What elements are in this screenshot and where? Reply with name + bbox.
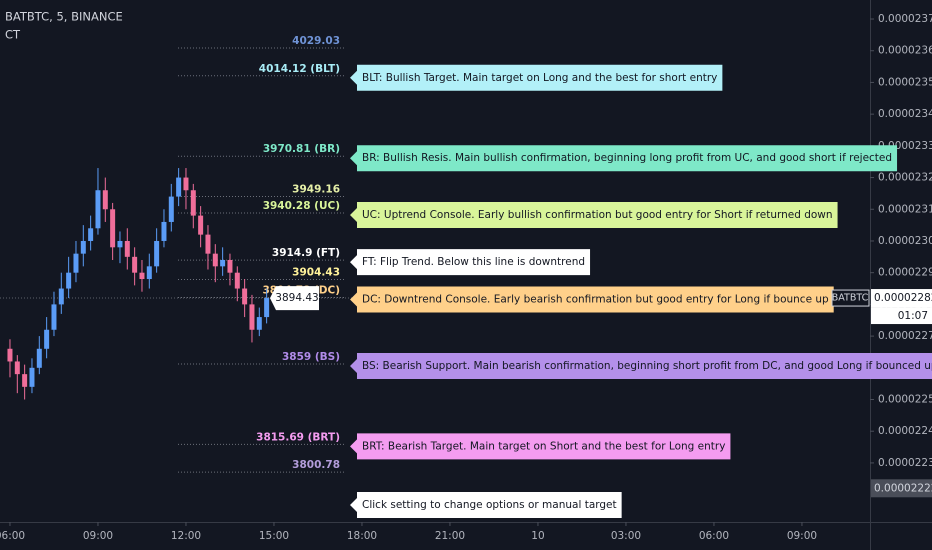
level-note-box	[350, 352, 932, 379]
chart-title: BATBTC, 5, BINANCE	[5, 10, 123, 24]
level-label: 3904.43	[292, 267, 340, 279]
candle-body	[146, 266, 152, 280]
level-note-box	[350, 64, 723, 91]
candle-body	[110, 209, 116, 248]
candle-body	[44, 329, 50, 349]
level-note: BRT: Bearish Target. Main target on Shor…	[362, 440, 725, 452]
level-note-box	[350, 286, 834, 313]
candle-body	[249, 304, 255, 330]
candle-body	[29, 367, 35, 387]
candle-body	[36, 348, 42, 368]
x-tick-label: 18:00	[347, 530, 377, 542]
candle-body	[22, 374, 28, 387]
footnote: Click setting to change options or manua…	[362, 499, 617, 511]
level-label: 3970.81 (BR)	[263, 143, 340, 155]
level-label: 4014.12 (BLT)	[259, 63, 340, 75]
level-note: UC: Uptrend Console. Early bullish confi…	[362, 209, 833, 221]
current-level-tag	[270, 286, 319, 311]
candle-body	[132, 256, 138, 273]
candle-body	[124, 240, 130, 257]
level-note: DC: Downtrend Console. Early bearish con…	[362, 293, 829, 305]
candle-body	[88, 228, 94, 241]
candle-body	[80, 240, 86, 254]
level-note: BR: Bullish Resis. Main bullish confirma…	[362, 152, 892, 164]
indicator-name: CT	[5, 28, 21, 42]
candle-body	[168, 196, 174, 222]
current-level-label: 3894.43	[275, 292, 318, 304]
x-tick-label: 21:00	[435, 530, 465, 542]
candle-body	[161, 221, 167, 241]
candle-body	[205, 234, 211, 254]
level-note-box	[350, 201, 838, 228]
level-label: 3949.16	[292, 183, 340, 195]
candle-body	[117, 240, 123, 248]
candle-body	[183, 177, 189, 191]
countdown-tag	[871, 307, 932, 325]
candle-body	[198, 215, 204, 235]
candle-body	[220, 260, 226, 267]
candle-body	[190, 190, 196, 216]
candle-body	[212, 253, 218, 267]
symbol-label: BATBTC	[832, 293, 869, 304]
level-label: 4029.03	[292, 35, 340, 47]
candle-body	[95, 190, 101, 229]
candle-body	[154, 240, 160, 267]
level-label: 3800.78	[292, 459, 340, 471]
candle-body	[227, 260, 233, 273]
level-note-box	[350, 249, 591, 276]
candle-body	[234, 272, 240, 289]
x-tick-label: 09:00	[787, 530, 817, 542]
candle-body	[102, 190, 108, 210]
countdown-label: 01:07	[898, 310, 928, 322]
candle-body	[7, 348, 13, 362]
last-price-tag	[871, 289, 932, 308]
level-note-box	[350, 145, 898, 172]
x-tick-label: 06:00	[699, 530, 729, 542]
symbol-tag	[831, 289, 870, 307]
candle-body	[14, 361, 20, 375]
last-price-label: 0.00002282	[874, 292, 932, 304]
level-note: FT: Flip Trend. Below this line is downt…	[362, 256, 585, 268]
x-tick-label: 06:00	[0, 530, 25, 542]
y-tick-label: 0.00002230	[878, 457, 932, 469]
low-marker-tag	[871, 479, 932, 498]
candle-body	[51, 304, 57, 330]
footnote-box	[350, 492, 622, 518]
level-label: 3859 (BS)	[282, 351, 340, 363]
x-tick-label: 03:00	[611, 530, 641, 542]
level-label: 3914.9 (FT)	[272, 247, 340, 259]
candle-body	[242, 288, 248, 305]
x-tick-label: 15:00	[259, 530, 289, 542]
level-label: 3815.69 (BRT)	[256, 431, 340, 443]
level-label: 3940.28 (UC)	[263, 200, 340, 212]
candle-body	[66, 272, 72, 289]
candle-body	[73, 253, 79, 273]
x-tick-label: 10	[531, 530, 544, 542]
candle-body	[176, 177, 182, 197]
candle-body	[256, 317, 262, 330]
level-note-box	[350, 433, 731, 460]
level-note: BLT: Bullish Target. Main target on Long…	[362, 72, 717, 84]
low-marker-label: 0.00002222	[874, 482, 932, 494]
candle-body	[58, 288, 64, 305]
x-tick-label: 12:00	[171, 530, 201, 542]
level-note: BS: Bearish Support. Main bearish confir…	[362, 360, 932, 372]
x-tick-label: 09:00	[83, 530, 113, 542]
candle-body	[139, 272, 145, 280]
candle-body	[264, 298, 270, 318]
